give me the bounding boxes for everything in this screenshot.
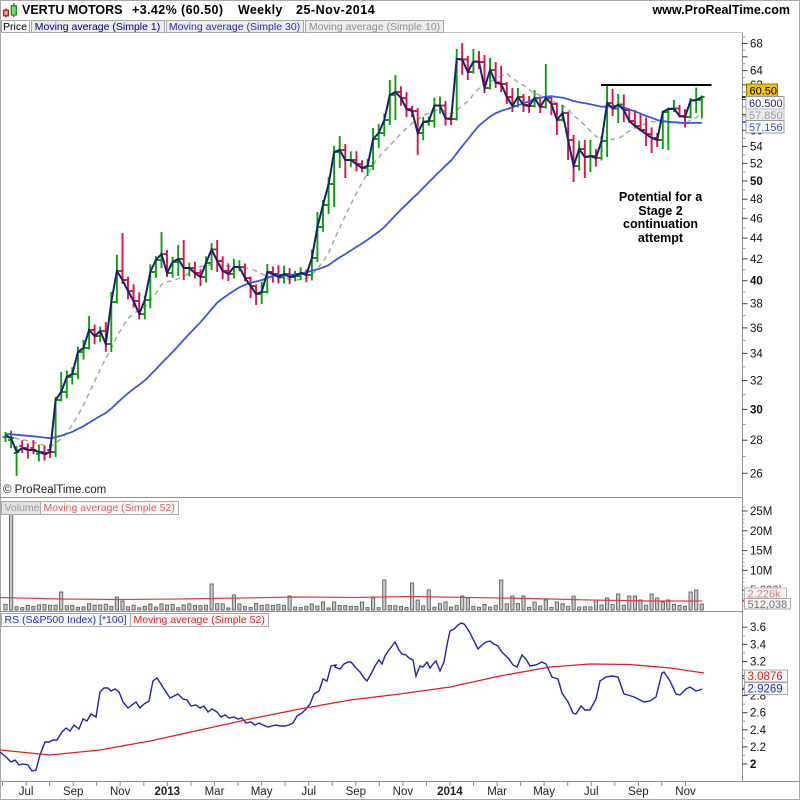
svg-text:20M: 20M (750, 526, 772, 538)
svg-text:2,226k: 2,226k (748, 588, 782, 600)
svg-text:2.9269: 2.9269 (748, 684, 783, 696)
svg-text:3.6: 3.6 (750, 622, 766, 634)
svg-text:May: May (533, 786, 555, 798)
svg-text:57.850: 57.850 (749, 110, 783, 122)
svg-text:57.156: 57.156 (749, 122, 783, 134)
svg-text:68: 68 (750, 39, 763, 51)
svg-text:44: 44 (750, 233, 763, 245)
svg-text:Mar: Mar (205, 786, 225, 798)
svg-text:40: 40 (750, 276, 763, 288)
svg-text:28: 28 (750, 435, 763, 447)
svg-text:48: 48 (750, 194, 763, 206)
svg-text:10M: 10M (750, 565, 772, 577)
svg-text:512,038: 512,038 (748, 599, 788, 611)
svg-text:3.4: 3.4 (750, 639, 767, 651)
svg-text:64: 64 (750, 66, 763, 78)
svg-text:60.50: 60.50 (750, 85, 778, 97)
svg-text:50: 50 (750, 176, 763, 188)
svg-text:42: 42 (750, 254, 763, 266)
svg-text:Mar: Mar (487, 786, 507, 798)
svg-text:Nov: Nov (675, 786, 696, 798)
svg-text:Sep: Sep (63, 786, 83, 798)
svg-text:60.500: 60.500 (749, 98, 783, 110)
svg-text:15M: 15M (750, 546, 772, 558)
svg-text:Nov: Nov (110, 786, 131, 798)
svg-text:Sep: Sep (628, 786, 648, 798)
svg-text:54: 54 (750, 142, 763, 154)
svg-text:26: 26 (750, 468, 763, 480)
svg-text:Jul: Jul (301, 786, 316, 798)
svg-text:2.4: 2.4 (750, 725, 767, 737)
svg-text:52: 52 (750, 158, 763, 170)
svg-text:Jul: Jul (584, 786, 599, 798)
svg-text:Nov: Nov (393, 786, 414, 798)
svg-text:38: 38 (750, 299, 763, 311)
svg-text:36: 36 (750, 323, 763, 335)
svg-text:25M: 25M (750, 506, 772, 518)
svg-text:2: 2 (750, 759, 756, 771)
svg-text:30: 30 (750, 404, 763, 416)
svg-text:32: 32 (750, 376, 763, 388)
svg-text:2.2: 2.2 (750, 742, 766, 754)
svg-text:2014: 2014 (437, 786, 463, 798)
svg-text:2013: 2013 (155, 786, 181, 798)
svg-text:Sep: Sep (346, 786, 366, 798)
svg-text:Jul: Jul (19, 786, 34, 798)
svg-text:3.2: 3.2 (750, 656, 766, 668)
svg-text:2.6: 2.6 (750, 708, 766, 720)
svg-text:May: May (251, 786, 273, 798)
svg-text:46: 46 (750, 213, 763, 225)
svg-text:3.0876: 3.0876 (748, 671, 783, 683)
svg-text:34: 34 (750, 348, 763, 360)
